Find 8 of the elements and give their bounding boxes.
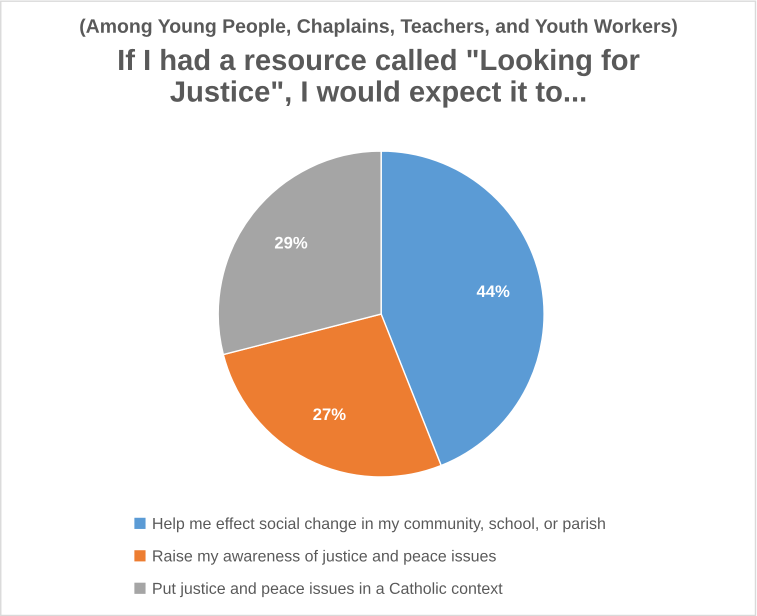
legend-label: Put justice and peace issues in a Catholic context xyxy=(153,582,503,598)
legend-label: Help me effect social change in my community, school, or parish xyxy=(153,517,605,532)
legend-label: Raise my awareness of justice and peace issues xyxy=(153,550,496,565)
chart-subtitle: (Among Young People, Chaplains, Teachers, and Youth Workers) xyxy=(80,18,677,37)
data-label: 44% xyxy=(476,285,510,298)
data-label: 27% xyxy=(313,408,346,420)
data-label: 29% xyxy=(274,236,308,249)
chart-title: If I had a resource called "Looking for Justice", I would expect it to... xyxy=(119,48,640,108)
